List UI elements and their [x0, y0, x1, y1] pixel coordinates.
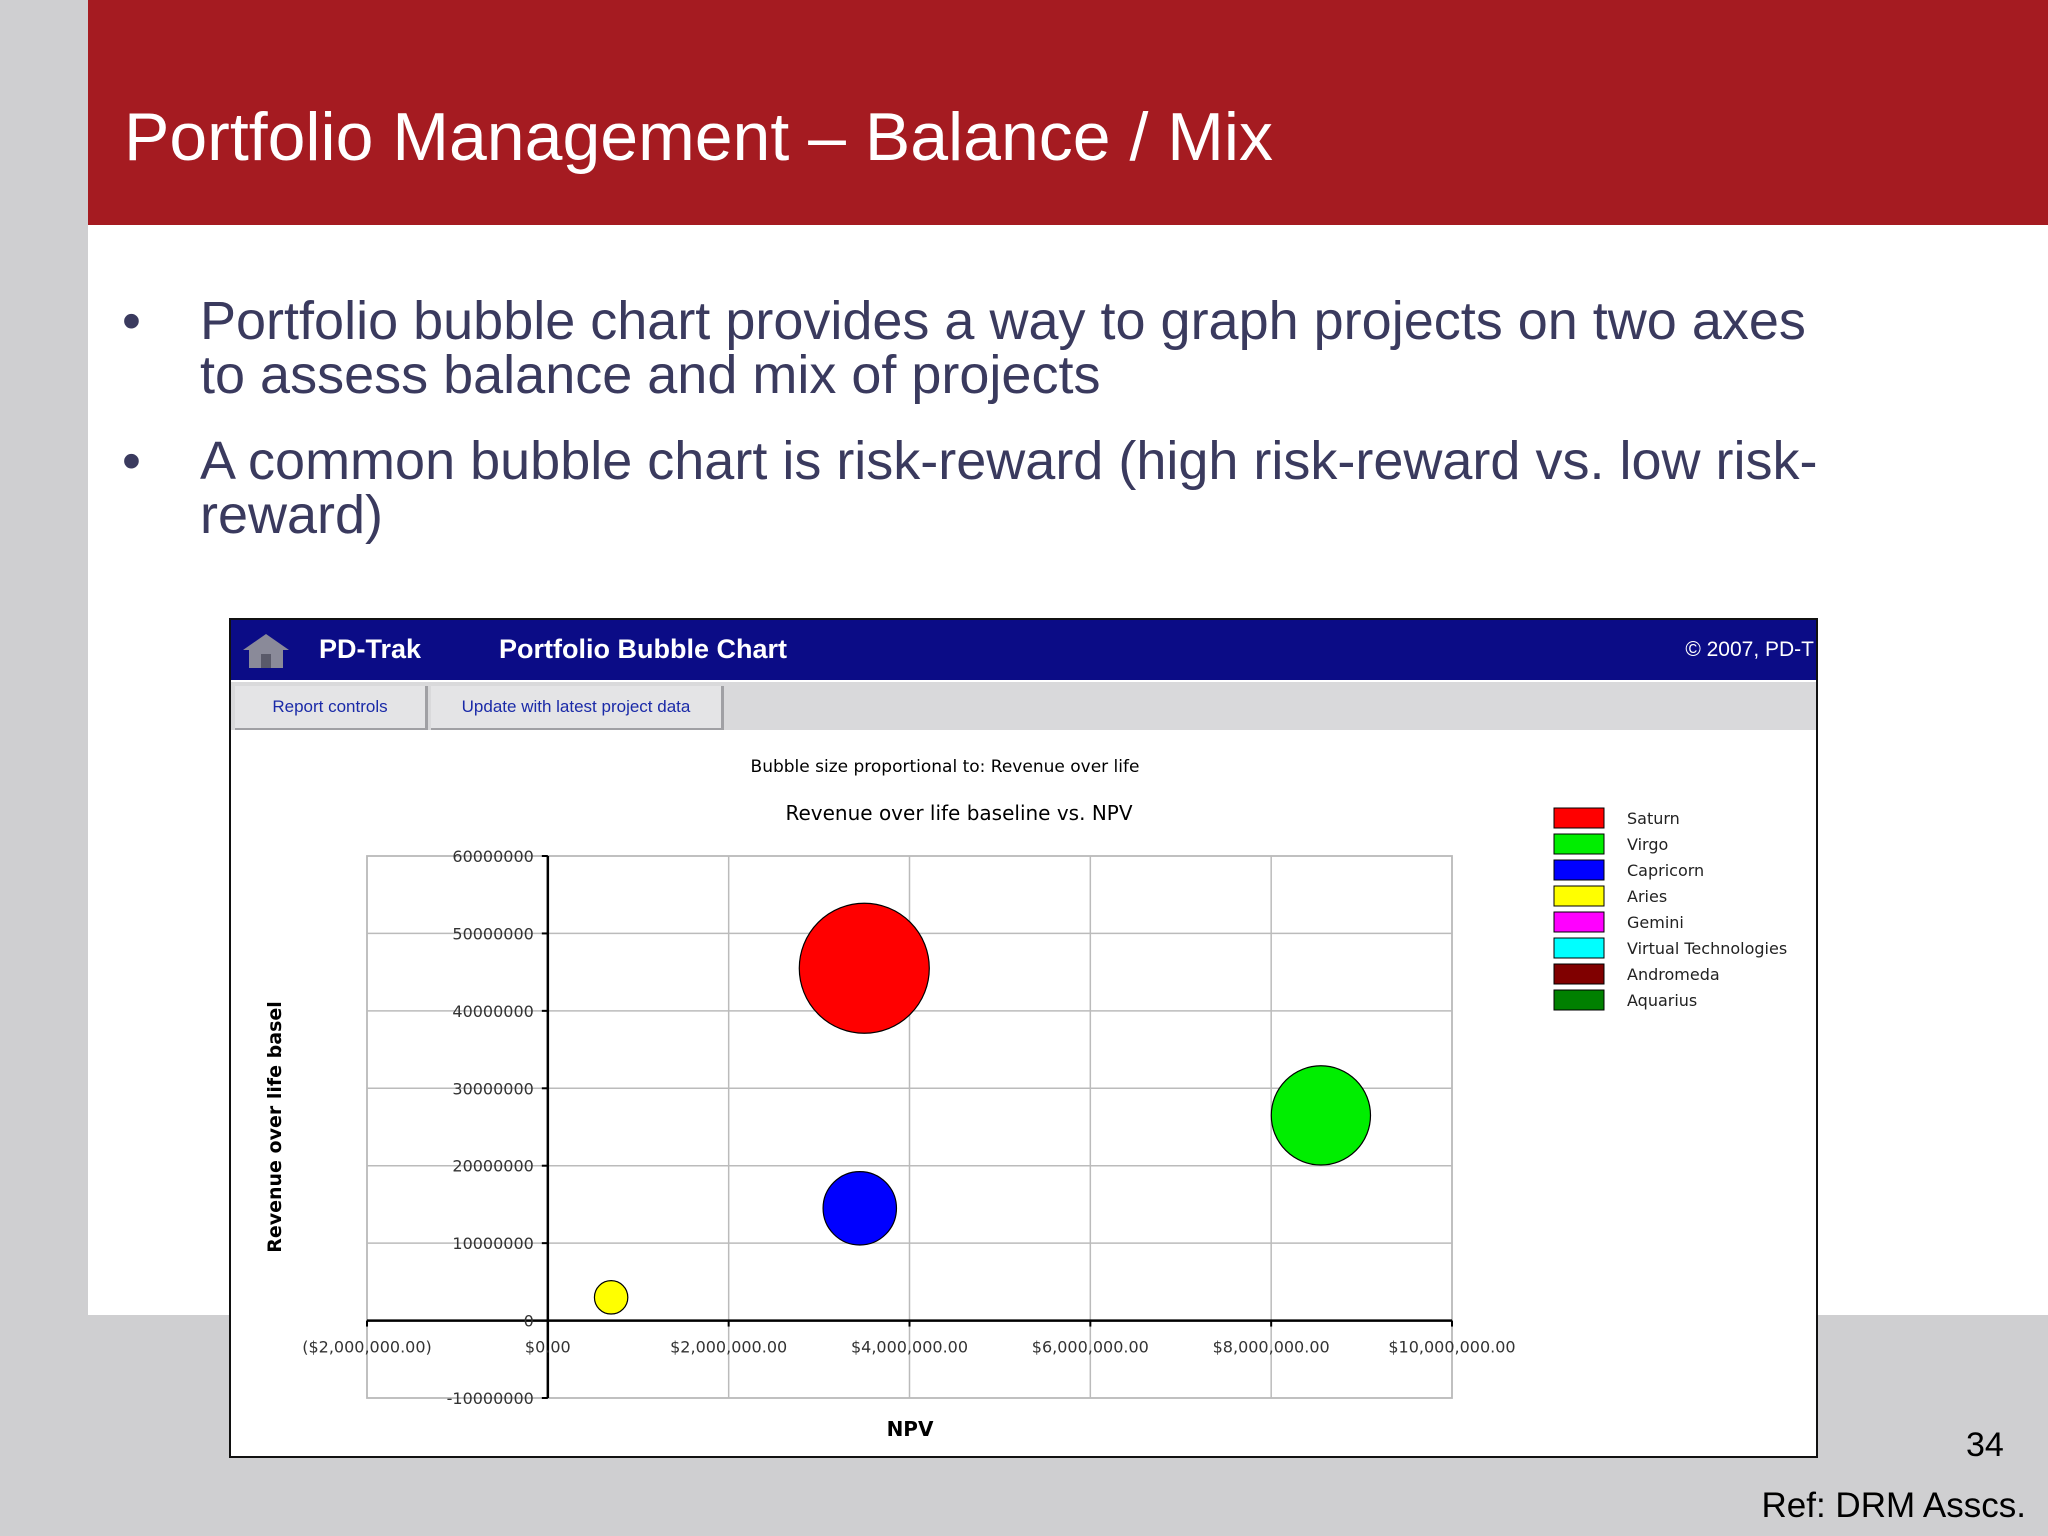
- legend-swatch-6: [1553, 963, 1605, 985]
- home-icon[interactable]: [241, 632, 291, 670]
- y-tick-label-3: 30000000: [452, 1079, 533, 1098]
- x-axis-label: NPV: [887, 1417, 934, 1441]
- y-tick-label-4: 20000000: [452, 1157, 533, 1176]
- bullet-marker: •: [122, 291, 141, 351]
- legend-label-4: Gemini: [1627, 913, 1684, 932]
- x-tick-label-6: $10,000,000.00: [1388, 1338, 1515, 1357]
- legend-label-3: Aries: [1627, 887, 1667, 906]
- pd-trak-window: PD-Trak Portfolio Bubble Chart © 2007, P…: [229, 618, 1818, 1458]
- y-tick-label-7: -10000000: [447, 1389, 534, 1408]
- x-tick-label-0: ($2,000,000.00): [302, 1338, 432, 1357]
- bullet-marker: •: [122, 431, 141, 491]
- legend-label-7: Aquarius: [1627, 991, 1697, 1010]
- bullet-1-line-1: Portfolio bubble chart provides a way to…: [200, 291, 1806, 351]
- x-tick-label-3: $4,000,000.00: [851, 1338, 968, 1357]
- bullet-2-line-1: A common bubble chart is risk-reward (hi…: [200, 431, 1818, 491]
- legend-swatch-0: [1553, 807, 1605, 829]
- legend: Saturn Virgo Capricorn Aries Gemini Virtual T…: [1553, 807, 1787, 1011]
- y-tick-labels: 60000000 50000000 40000000 30000000 20000000…: [447, 847, 534, 1408]
- bullet-2-line-2: reward): [200, 485, 384, 545]
- legend-swatch-2: [1553, 859, 1605, 881]
- bubble-chart: Bubble size proportional to: Revenue ove…: [264, 757, 1787, 1441]
- legend-swatch-3: [1553, 885, 1605, 907]
- y-tick-label-2: 40000000: [452, 1002, 533, 1021]
- x-tick-labels: ($2,000,000.00) $0.00 $2,000,000.00 $4,000,…: [302, 1338, 1515, 1357]
- y-tick-label-6: 0: [524, 1312, 534, 1331]
- legend-label-1: Virgo: [1627, 835, 1668, 854]
- x-tick-label-1: $0.00: [525, 1338, 571, 1357]
- x-tick-label-5: $8,000,000.00: [1213, 1338, 1330, 1357]
- slide-title: Portfolio Management – Balance / Mix: [124, 99, 1274, 175]
- y-tick-label-1: 50000000: [452, 924, 533, 943]
- app-toolbar: Report controls Update with latest proje…: [231, 682, 1816, 730]
- app-header: PD-Trak Portfolio Bubble Chart © 2007, P…: [231, 620, 1816, 682]
- bubble-aries[interactable]: [593, 1280, 629, 1315]
- chart-title: Revenue over life baseline vs. NPV: [785, 801, 1132, 825]
- reference-text: Ref: DRM Asscs.: [1761, 1486, 2026, 1525]
- x-tick-label-2: $2,000,000.00: [670, 1338, 787, 1357]
- legend-swatch-4: [1553, 911, 1605, 933]
- legend-swatch-5: [1553, 937, 1605, 959]
- legend-label-0: Saturn: [1627, 809, 1680, 828]
- bullet-text-2: A common bubble chart is risk-reward (hi…: [200, 434, 1940, 542]
- copyright-text: © 2007, PD-T: [1685, 638, 1814, 661]
- legend-swatch-1: [1553, 833, 1605, 855]
- legend-label-5: Virtual Technologies: [1627, 939, 1787, 958]
- x-tick-label-4: $6,000,000.00: [1032, 1338, 1149, 1357]
- bullet-1-line-2: to assess balance and mix of projects: [200, 345, 1101, 405]
- report-controls-button[interactable]: Report controls: [235, 686, 428, 730]
- report-title: Portfolio Bubble Chart: [499, 634, 787, 664]
- y-tick-label-5: 10000000: [452, 1234, 533, 1253]
- axes: [366, 855, 1453, 1399]
- title-band: [88, 0, 2048, 225]
- legend-label-6: Andromeda: [1627, 965, 1720, 984]
- bubbles: [593, 902, 1372, 1315]
- bullet-text-1: Portfolio bubble chart provides a way to…: [200, 294, 1940, 402]
- y-tick-label-0: 60000000: [452, 847, 533, 866]
- bubble-virgo[interactable]: [1270, 1065, 1372, 1166]
- page-number: 34: [1966, 1426, 2004, 1464]
- legend-swatch-7: [1553, 989, 1605, 1011]
- chart-subtitle: Bubble size proportional to: Revenue ove…: [751, 757, 1140, 777]
- bubble-capricorn[interactable]: [822, 1171, 898, 1246]
- app-name: PD-Trak: [319, 634, 422, 664]
- bubble-saturn[interactable]: [798, 902, 930, 1034]
- legend-label-2: Capricorn: [1627, 861, 1704, 880]
- update-data-button[interactable]: Update with latest project data: [431, 686, 724, 730]
- y-axis-label: Revenue over life basel: [264, 1001, 286, 1253]
